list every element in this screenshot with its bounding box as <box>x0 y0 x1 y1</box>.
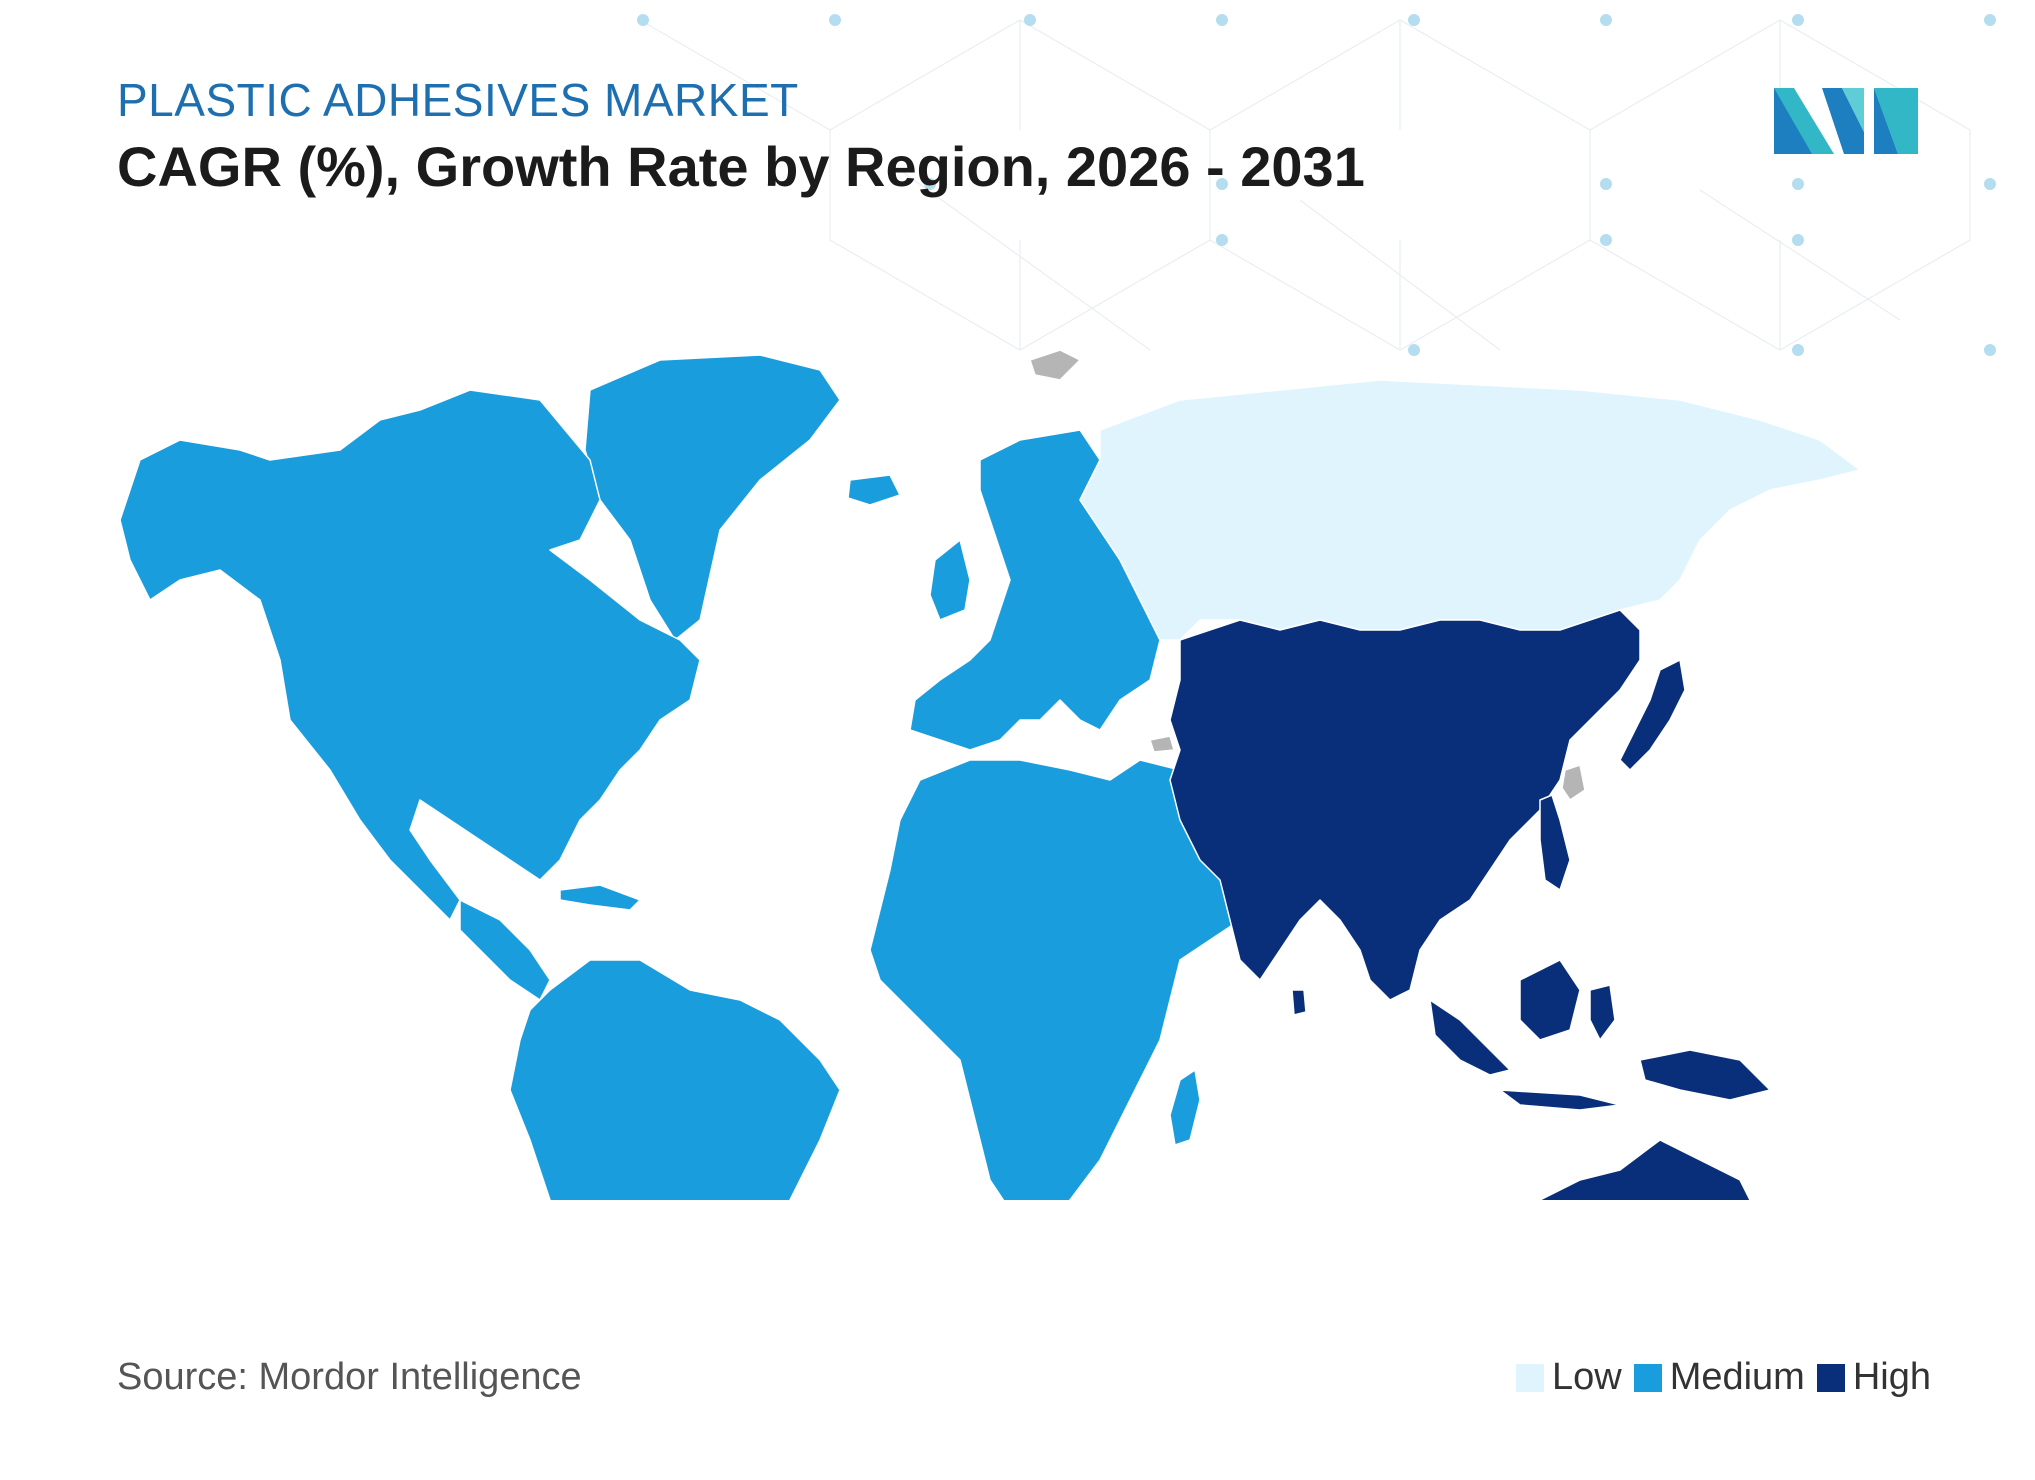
legend-item-low: Low <box>1515 1356 1622 1399</box>
region-new-guinea <box>1639 1049 1771 1101</box>
chart-header: PLASTIC ADHESIVES MARKET CAGR (%), Growt… <box>117 72 1365 202</box>
mordor-intelligence-logo-icon <box>1774 88 1918 154</box>
region-central-america <box>459 899 551 1001</box>
region-greenland <box>584 354 841 641</box>
legend-label-high: High <box>1852 1356 1931 1398</box>
region-uk <box>929 539 971 621</box>
region-indonesia <box>1429 999 1511 1076</box>
legend-swatch-medium <box>1633 1363 1662 1392</box>
region-japan <box>1619 659 1686 771</box>
region-no-data-svalbard <box>1029 349 1081 381</box>
legend-label-medium: Medium <box>1669 1356 1805 1398</box>
region-philippines <box>1539 794 1571 891</box>
chart-title: CAGR (%), Growth Rate by Region, 2026 - … <box>117 135 1365 198</box>
region-sulawesi <box>1589 984 1616 1041</box>
region-caribbean <box>559 884 641 911</box>
market-name: PLASTIC ADHESIVES MARKET <box>117 74 799 126</box>
legend-label-low: Low <box>1551 1356 1622 1398</box>
region-australia <box>1538 1139 1751 1200</box>
region-madagascar <box>1169 1069 1201 1146</box>
region-no-data-korea <box>1561 764 1586 801</box>
legend-swatch-low <box>1515 1363 1544 1392</box>
region-iceland <box>847 474 901 506</box>
legend-item-medium: Medium <box>1633 1356 1805 1399</box>
source-note: Source: Mordor Intelligence <box>117 1356 582 1398</box>
region-no-data-caucasus <box>1149 735 1175 753</box>
region-sri-lanka <box>1291 989 1307 1016</box>
region-south-america <box>509 959 841 1200</box>
region-java <box>1499 1089 1621 1111</box>
world-map <box>120 349 1861 1200</box>
legend-swatch-high <box>1816 1363 1845 1392</box>
region-north-america <box>120 389 701 921</box>
region-russia <box>1079 379 1861 641</box>
region-asia <box>1169 609 1641 1001</box>
legend-item-high: High <box>1816 1356 1931 1399</box>
region-borneo <box>1519 959 1581 1041</box>
legend: Low Medium High <box>1515 1356 1931 1399</box>
